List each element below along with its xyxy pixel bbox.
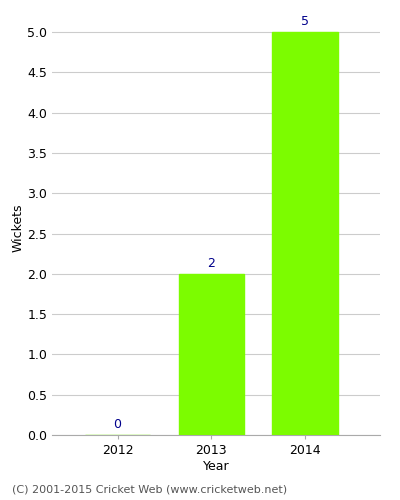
Text: 2: 2 xyxy=(207,257,215,270)
Text: (C) 2001-2015 Cricket Web (www.cricketweb.net): (C) 2001-2015 Cricket Web (www.cricketwe… xyxy=(12,485,287,495)
Bar xyxy=(178,274,244,435)
X-axis label: Year: Year xyxy=(203,460,229,473)
Text: 0: 0 xyxy=(114,418,122,431)
Text: 5: 5 xyxy=(301,15,309,28)
Bar xyxy=(272,32,338,435)
Y-axis label: Wickets: Wickets xyxy=(11,203,24,252)
